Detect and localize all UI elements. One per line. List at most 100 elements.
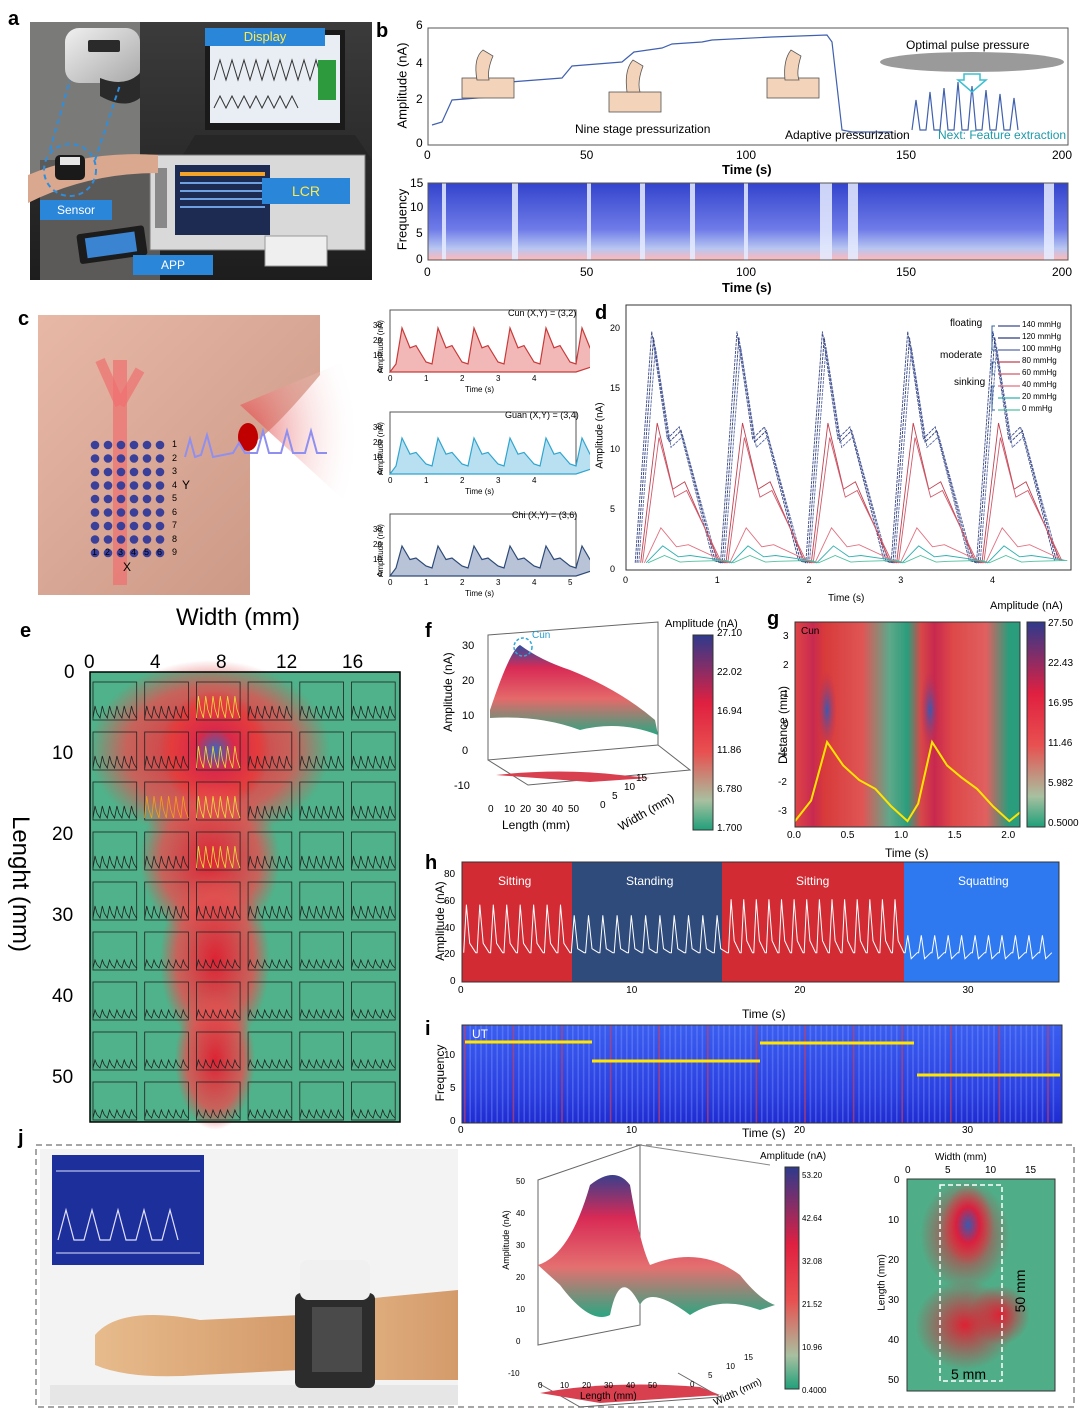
i-spec-band <box>593 1025 596 1123</box>
h-xtick: 0 <box>458 985 464 996</box>
f-cbar-tick: 22.02 <box>717 667 743 678</box>
b-note-next: Next: Feature extraction <box>938 128 1067 142</box>
b-note-adaptive: Adaptive pressurization <box>785 128 910 142</box>
d-bracket <box>991 361 995 375</box>
j-cbar-title: Amplitude (nA) <box>760 1151 827 1162</box>
d-trace <box>642 437 1063 564</box>
panel-letter-h: h <box>425 852 438 874</box>
e-mini-trace <box>92 805 137 820</box>
g-cun: Cun <box>801 626 820 637</box>
b-spec-xlabel: Time (s) <box>722 280 772 295</box>
i-spec-band <box>636 1025 639 1123</box>
j-ylabel3d: Amplitude (nA) <box>501 1210 511 1270</box>
c-xtick: 4 <box>532 476 537 485</box>
g-cbar-tick: 27.50 <box>1048 618 1074 629</box>
electrode-dot <box>103 440 113 450</box>
i-spec-band <box>804 1025 806 1123</box>
e-xtick: 0 <box>84 652 95 673</box>
c-row-label: 2 <box>172 452 178 463</box>
d-trace <box>636 337 1057 564</box>
b-spec-xtick-2: 100 <box>736 265 757 279</box>
electrode-dot <box>155 521 165 531</box>
e-mini-trace <box>299 1008 344 1019</box>
e-cell <box>92 731 138 771</box>
e-cell <box>195 831 241 871</box>
panel-letter-e: e <box>20 620 32 642</box>
e-mini-trace <box>299 705 344 720</box>
d-xtick: 4 <box>990 575 996 585</box>
c-row-label: 3 <box>172 466 178 476</box>
j-ytick3d: 20 <box>516 1273 525 1282</box>
e-xtick: 4 <box>150 652 161 673</box>
i-spec-band <box>825 1025 828 1123</box>
panel-a-photo <box>28 22 372 280</box>
e-cell <box>299 1031 344 1071</box>
e-cell <box>92 681 138 721</box>
e-cell <box>92 1031 138 1071</box>
electrode-dot <box>103 481 113 490</box>
e-mini-trace <box>247 1108 292 1119</box>
d-legend-pressure: 120 mmHg <box>1022 332 1062 341</box>
g-cbar-tick: 11.46 <box>1048 738 1073 749</box>
e-mini-trace <box>92 1108 137 1119</box>
i-spec-band <box>615 1025 617 1123</box>
e-cell <box>247 681 293 721</box>
electrode-dot <box>90 481 100 490</box>
d-group-sinking: sinking <box>954 377 986 388</box>
e-cell <box>195 781 241 821</box>
j-map-ytick: 40 <box>888 1335 900 1346</box>
c-plot-trace <box>388 436 590 475</box>
i-ylabel: Frequency <box>433 1044 447 1102</box>
i-spec-band <box>761 1025 763 1123</box>
d-group-floating: floating <box>950 318 983 329</box>
i-spec-band <box>788 1025 790 1123</box>
panel-letter-b: b <box>376 20 389 42</box>
e-mini-trace <box>299 1058 344 1069</box>
i-spec-band <box>674 1025 677 1123</box>
j-cbar-tick: 53.20 <box>802 1171 823 1180</box>
electrode-dot <box>129 481 139 490</box>
e-mini-trace <box>196 1058 241 1069</box>
panel-letter-i: i <box>425 1018 431 1040</box>
c-xtick: 0 <box>388 578 393 587</box>
j-cbar-tick: 0.4000 <box>802 1386 827 1395</box>
j-map-ytick: 30 <box>888 1295 900 1306</box>
i-xtick: 20 <box>794 1125 806 1136</box>
h-xtick: 20 <box>794 985 806 996</box>
e-cell <box>351 981 396 1021</box>
e-mini-trace <box>351 905 396 920</box>
c-plot-title-1: Guan (X,Y) = (3,4) <box>505 410 579 420</box>
c-xtick: 3 <box>496 374 501 383</box>
i-ytick: 0 <box>450 1116 456 1127</box>
d-xtick: 3 <box>898 575 904 585</box>
electrode-dot <box>103 454 113 463</box>
i-spec-band <box>507 1025 509 1123</box>
e-xtick: 8 <box>216 652 227 673</box>
j-ytick3d: 40 <box>516 1209 525 1218</box>
f-cbar-tick: 11.86 <box>717 745 742 756</box>
electrode-dot <box>129 440 139 450</box>
e-mini-trace <box>247 1058 292 1069</box>
electrode-dot <box>116 481 126 490</box>
i-spec-band <box>901 1025 903 1123</box>
i-spec-band <box>523 1025 525 1123</box>
e-cell <box>92 931 138 971</box>
electrode-dot <box>155 454 165 463</box>
e-mini-trace <box>196 695 241 719</box>
e-cell <box>144 781 189 821</box>
i-spec-band <box>534 1025 536 1123</box>
h-ytick: 40 <box>444 922 456 934</box>
j-map-xtick: 10 <box>985 1165 997 1176</box>
d-trace <box>638 347 1059 564</box>
g-cbar-tick: 0.5000 <box>1048 818 1079 829</box>
b-note-optimal: Optimal pulse pressure <box>906 38 1030 52</box>
electrode-dot <box>142 508 152 517</box>
i-spec-band <box>469 1025 471 1123</box>
j-xlabel3d: Length (mm) <box>580 1391 637 1402</box>
c-xtick: 2 <box>460 476 465 485</box>
panel-e: e Width (mm) Lenght (mm) 0 4 8 12 16 0 10 20 30 4… <box>0 600 420 1140</box>
e-mini-trace <box>351 958 396 969</box>
e-mini-trace <box>144 1008 189 1019</box>
e-mini-trace <box>299 905 344 920</box>
d-legend-pressure: 100 mmHg <box>1022 344 1062 353</box>
